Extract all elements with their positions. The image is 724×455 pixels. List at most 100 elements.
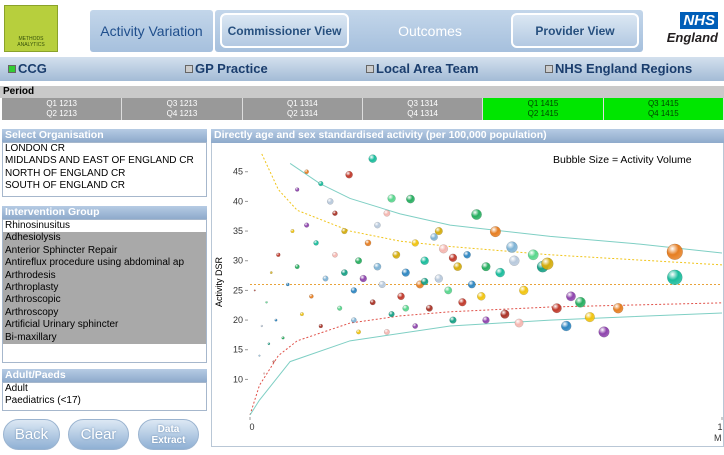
bubble — [265, 300, 268, 304]
bubble — [263, 372, 266, 375]
bubble — [527, 249, 539, 261]
panel: Adult/Paeds Adult Paediatrics (<17) — [2, 369, 207, 411]
period-cell[interactable]: Q1 1415 Q2 1415 — [483, 98, 604, 120]
period-label[interactable]: Q1 1213 — [46, 99, 78, 108]
bubble — [368, 154, 378, 163]
list-item[interactable]: NORTH OF ENGLAND CR — [5, 167, 126, 179]
period-label[interactable]: Q2 1415 — [527, 109, 559, 118]
logo: METHODS ANALYTICS — [4, 5, 58, 52]
list-item[interactable]: Antireflux procedure using abdominal ap — [3, 257, 206, 270]
list-item[interactable]: Arthroplasty — [3, 282, 206, 295]
nav-item[interactable]: Local Area Team — [366, 61, 479, 76]
tab[interactable]: Outcomes — [398, 22, 462, 39]
list-item[interactable]: Paediatrics (<17) — [5, 395, 81, 407]
button[interactable]: Data Extract — [138, 419, 199, 450]
annotation: Bubble Size = Activity Volume — [553, 154, 692, 166]
nhs-text: England — [666, 30, 718, 45]
list-item[interactable]: MIDLANDS AND EAST OF ENGLAND CR — [5, 155, 194, 167]
bubble — [356, 329, 362, 335]
list: Rhinosinusitus Adhesiolysis Anterior Sphin… — [2, 219, 207, 363]
bubble — [309, 293, 314, 299]
bubble — [350, 287, 358, 294]
period-label[interactable]: Q4 1415 — [647, 109, 679, 118]
bubble — [290, 229, 295, 234]
period-label[interactable]: Q1 1415 — [527, 99, 559, 108]
y-tick-label: 10 — [233, 374, 243, 384]
period-label[interactable]: Q3 1415 — [647, 99, 679, 108]
list-item[interactable]: Arthroscopy — [3, 306, 206, 320]
bubble — [274, 318, 278, 322]
list-item[interactable]: Adult — [5, 383, 28, 394]
nhs-logo: NHS England — [666, 12, 718, 45]
button[interactable]: Back — [3, 419, 60, 450]
list-item[interactable]: Arthrodesis — [3, 269, 206, 283]
bubble — [258, 354, 261, 357]
list-item[interactable]: Anterior Sphincter Repair — [3, 244, 206, 258]
bubble — [467, 280, 476, 289]
period-cell[interactable]: Q1 1314 Q2 1314 — [242, 98, 363, 120]
period-label[interactable]: Q4 1314 — [407, 109, 438, 118]
y-axis-label: Activity DSR — [214, 257, 224, 308]
y-tick-label: 40 — [233, 196, 243, 206]
list-item[interactable]: Artificial Urinary sphincter — [3, 319, 206, 332]
bubble — [598, 326, 610, 338]
bubble — [304, 222, 310, 228]
bubble — [269, 271, 273, 275]
logo-text: METHODS ANALYTICS — [17, 36, 45, 48]
bubble — [514, 318, 524, 328]
button[interactable]: Clear — [68, 419, 129, 450]
bubble — [401, 268, 410, 277]
bubble — [253, 289, 256, 292]
bubble — [434, 227, 443, 236]
bubble — [345, 170, 353, 179]
bubble — [397, 292, 405, 301]
bubble — [584, 311, 595, 323]
bubble — [383, 209, 391, 217]
bubble — [666, 243, 683, 260]
y-tick-label: 25 — [233, 285, 243, 295]
period-cell[interactable]: Q1 1213 Q2 1213 — [2, 98, 123, 120]
list-item[interactable]: Adhesiolysis — [3, 232, 206, 245]
list-item[interactable]: SOUTH OF ENGLAND CR — [5, 180, 126, 192]
tab[interactable]: Activity Variation — [90, 10, 213, 52]
tab[interactable]: Commissioner View — [220, 13, 349, 48]
control-limit — [249, 312, 722, 415]
chart-title: Directly age and sex standardised activi… — [211, 129, 724, 143]
panel-title: Intervention Group — [2, 206, 207, 219]
bubble — [406, 194, 415, 204]
bubble — [318, 180, 324, 187]
y-tick-label: 20 — [233, 315, 243, 325]
bubble — [294, 264, 300, 270]
bubble — [295, 187, 300, 192]
period-cell[interactable]: Q3 1415 Q4 1415 — [603, 98, 724, 120]
period-label[interactable]: Q1 1314 — [286, 99, 318, 108]
bubble — [566, 291, 576, 302]
period-label[interactable]: Q2 1213 — [46, 109, 78, 118]
list-item[interactable]: Arthroscopic — [3, 294, 206, 307]
period-label[interactable]: Q3 1314 — [407, 99, 438, 108]
bubble — [332, 210, 338, 217]
tab[interactable]: Provider View — [511, 13, 639, 48]
bubble — [387, 194, 396, 203]
period-cell[interactable]: Q3 1213 Q4 1213 — [122, 98, 243, 120]
bubble — [332, 251, 338, 258]
period-label[interactable]: Q2 1314 — [286, 109, 318, 118]
list-item[interactable]: Bi-maxillary — [3, 331, 206, 345]
bubble — [420, 256, 429, 266]
nav-item[interactable]: GP Practice — [185, 61, 268, 76]
period-cell[interactable]: Q3 1314 Q4 1314 — [362, 98, 484, 120]
bubble — [481, 262, 491, 272]
period-label[interactable]: Q3 1213 — [166, 99, 198, 108]
nav-item[interactable]: NHS England Regions — [545, 61, 692, 76]
control-limit — [249, 302, 722, 415]
nav-indicator — [8, 65, 16, 73]
bubble — [430, 233, 438, 241]
list-item[interactable]: Rhinosinusitus — [5, 220, 71, 231]
period-label[interactable]: Q4 1213 — [166, 109, 198, 118]
list-item[interactable]: LONDON CR — [5, 143, 66, 154]
bubble — [509, 255, 520, 266]
bubble — [402, 304, 410, 312]
nav-item[interactable]: CCG — [8, 61, 47, 76]
list: LONDON CR MIDLANDS AND EAST OF ENGLAND CR… — [2, 142, 207, 197]
